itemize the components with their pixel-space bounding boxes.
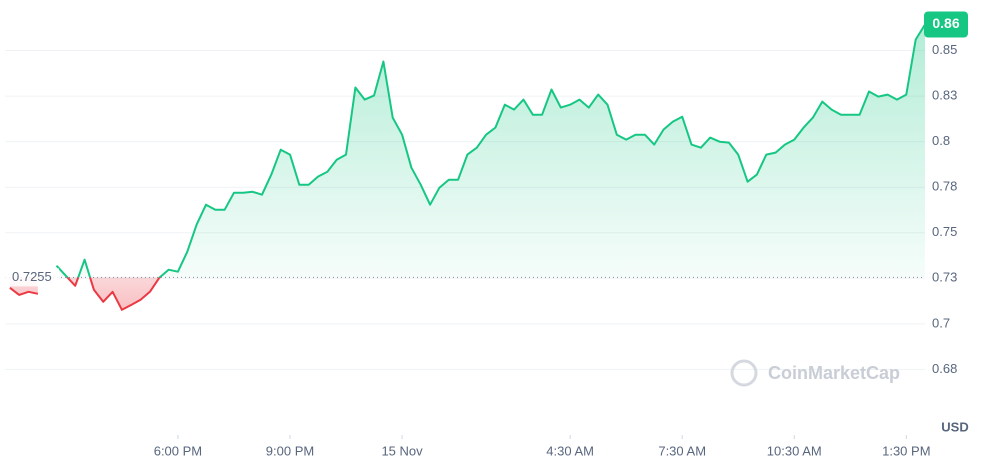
x-tick-label: 9:00 PM (266, 443, 314, 458)
y-tick-label: 0.83 (932, 88, 957, 103)
y-tick-label: 0.78 (932, 179, 957, 194)
y-tick-label: 0.75 (932, 224, 957, 239)
y-tick-label: 0.8 (932, 133, 950, 148)
x-tick-label: 4:30 AM (546, 443, 594, 458)
last-price-tag (924, 11, 968, 38)
x-tick-label: 1:30 PM (882, 443, 930, 458)
last-price-label: 0.86 (932, 15, 959, 31)
x-tick-label: 7:30 AM (658, 443, 706, 458)
x-tick-label: 15 Nov (381, 443, 423, 458)
area (56, 24, 925, 310)
price-line (9, 23, 926, 311)
unit-label: USD (941, 419, 968, 434)
x-tick-label: 6:00 PM (154, 443, 202, 458)
watermark: CoinMarketCap (768, 363, 900, 383)
watermark-logo (730, 359, 758, 387)
baseline-label-bg (5, 268, 59, 287)
y-tick-label: 0.73 (932, 270, 957, 285)
y-tick-label: 0.68 (932, 361, 957, 376)
x-tick-label: 10:30 AM (767, 443, 822, 458)
y-tick-label: 0.85 (932, 42, 957, 57)
y-tick-label: 0.7 (932, 315, 950, 330)
baseline-label: 0.7255 (12, 269, 52, 284)
